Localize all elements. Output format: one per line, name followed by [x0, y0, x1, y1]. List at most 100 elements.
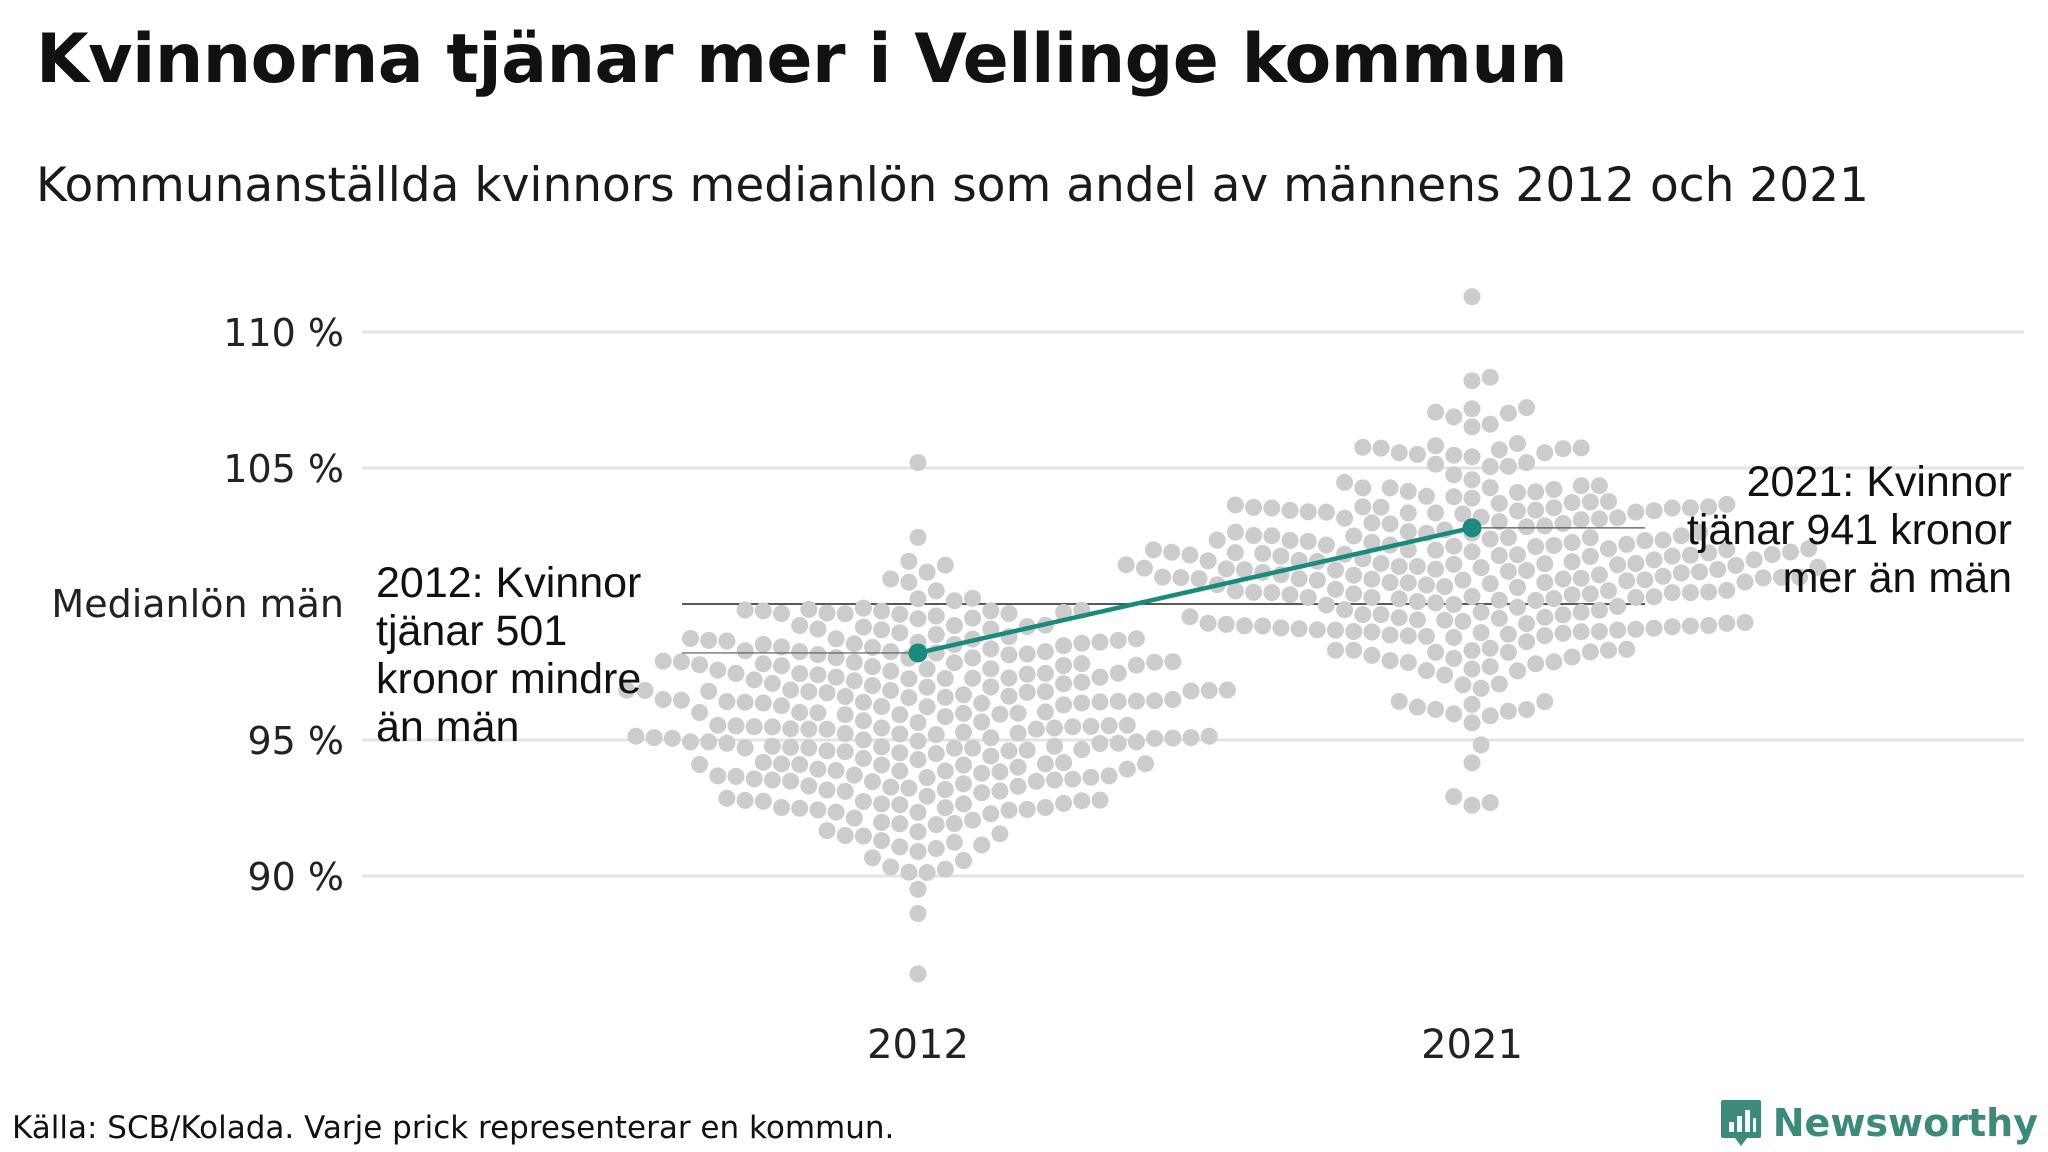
municipality-dot	[1499, 562, 1517, 580]
municipality-dot	[1055, 637, 1073, 655]
municipality-dot	[1463, 642, 1481, 659]
municipality-dot	[1036, 755, 1054, 773]
municipality-dot	[936, 799, 954, 817]
municipality-dot	[800, 720, 818, 738]
municipality-dot	[1499, 529, 1517, 547]
municipality-dot	[1490, 547, 1508, 565]
municipality-dot	[809, 760, 827, 778]
municipality-dot	[1182, 729, 1200, 747]
municipality-dot	[1718, 495, 1736, 513]
municipality-dot	[1381, 652, 1399, 670]
municipality-dot	[1399, 654, 1417, 671]
municipality-dot	[754, 636, 772, 653]
annotation-2021: 2021: Kvinnor tjänar 941 kronor mer än män	[1687, 458, 2012, 602]
municipality-dot	[1481, 368, 1499, 386]
municipality-dot	[1245, 527, 1263, 544]
municipality-dot	[1590, 623, 1608, 640]
municipality-dot	[973, 764, 991, 782]
municipality-dot	[1436, 578, 1454, 596]
municipality-dot	[936, 781, 954, 798]
municipality-dot	[854, 731, 872, 749]
municipality-dot	[1445, 705, 1463, 723]
municipality-dot	[991, 705, 1009, 723]
municipality-dot	[791, 704, 809, 721]
municipality-dot	[1681, 499, 1699, 517]
municipality-dot	[1109, 631, 1127, 649]
municipality-dot	[900, 863, 918, 881]
municipality-dot	[1427, 594, 1445, 612]
municipality-dot	[909, 714, 927, 732]
municipality-dot	[1618, 572, 1636, 590]
municipality-dot	[1663, 584, 1681, 602]
municipality-dot	[1226, 582, 1244, 600]
municipality-dot	[1390, 590, 1408, 608]
x-tick-label: 2021	[1421, 1022, 1523, 1068]
municipality-dot	[1418, 487, 1435, 505]
municipality-dot	[936, 762, 954, 780]
municipality-dot	[836, 725, 854, 742]
municipality-dot	[1399, 627, 1417, 645]
municipality-dot	[1436, 611, 1454, 629]
y-tick-label: 110 %	[223, 311, 344, 355]
municipality-dot	[945, 833, 963, 851]
municipality-dot	[1046, 771, 1063, 789]
municipality-dot	[1518, 633, 1536, 651]
municipality-dot	[682, 733, 699, 751]
municipality-dot	[818, 781, 836, 799]
municipality-dot	[1127, 692, 1145, 710]
municipality-dot	[1146, 653, 1164, 671]
municipality-dot	[1281, 531, 1299, 549]
municipality-dot	[773, 638, 790, 656]
municipality-dot	[1199, 614, 1217, 632]
municipality-dot	[691, 656, 709, 674]
municipality-dot	[682, 630, 699, 647]
municipality-dot	[955, 704, 972, 722]
municipality-dot	[1445, 629, 1463, 646]
municipality-dot	[1609, 556, 1627, 574]
municipality-dot	[836, 743, 854, 761]
municipality-dot	[1472, 559, 1490, 577]
municipality-dot	[1372, 439, 1390, 457]
municipality-dot	[1363, 623, 1381, 641]
municipality-dot	[1427, 560, 1445, 578]
municipality-dot	[736, 791, 754, 809]
municipality-dot	[709, 716, 727, 734]
municipality-dot	[936, 556, 954, 574]
municipality-dot	[1463, 288, 1481, 306]
municipality-dot	[1000, 605, 1018, 622]
municipality-dot	[1481, 707, 1499, 725]
municipality-dot	[1163, 543, 1181, 561]
municipality-dot	[1182, 682, 1200, 700]
municipality-dot	[955, 686, 972, 704]
municipality-dot	[909, 823, 927, 841]
municipality-dot	[1527, 538, 1545, 556]
municipality-dot	[1082, 717, 1100, 735]
municipality-dot	[964, 649, 982, 667]
municipality-dot	[836, 827, 854, 844]
municipality-dot	[1800, 540, 1818, 558]
municipality-dot	[1481, 658, 1499, 676]
municipality-dot	[1327, 580, 1344, 598]
municipality-dot	[854, 712, 872, 730]
municipality-dot	[1590, 566, 1608, 584]
municipality-dot	[927, 582, 945, 600]
municipality-dot	[864, 658, 881, 676]
municipality-dot	[1055, 603, 1073, 621]
municipality-dot	[1563, 586, 1581, 604]
municipality-dot	[1509, 484, 1526, 501]
municipality-dot	[1308, 571, 1326, 589]
municipality-dot	[1490, 513, 1508, 531]
municipality-dot	[1027, 772, 1045, 790]
municipality-dot	[1181, 608, 1199, 626]
municipality-dot	[809, 646, 827, 664]
municipality-dot	[1663, 547, 1681, 565]
municipality-dot	[1663, 499, 1681, 517]
municipality-dot	[1572, 439, 1590, 457]
municipality-dot	[1408, 611, 1426, 629]
municipality-dot	[827, 630, 845, 648]
municipality-dot	[1627, 503, 1645, 521]
municipality-dot	[1317, 596, 1335, 614]
municipality-dot	[1472, 624, 1490, 642]
municipality-dot	[982, 640, 1000, 658]
municipality-dot	[845, 672, 863, 690]
